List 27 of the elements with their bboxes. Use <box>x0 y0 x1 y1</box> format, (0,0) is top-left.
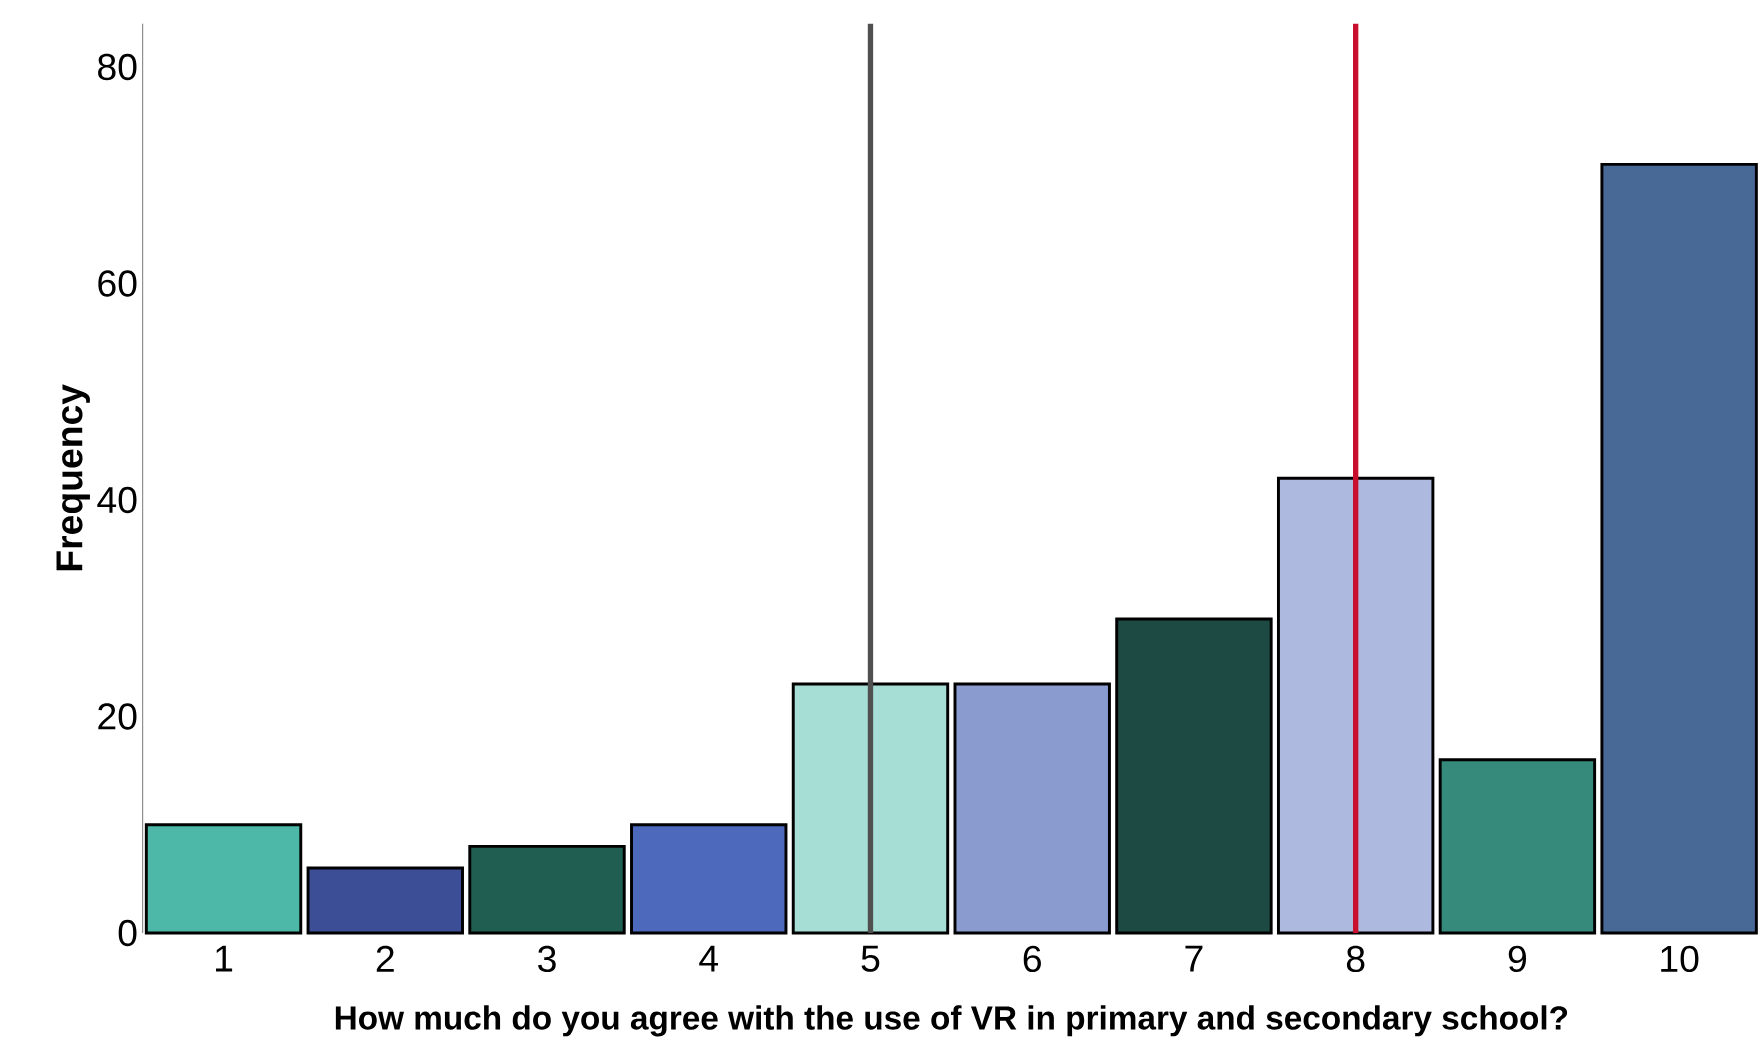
y-tick-label: 0 <box>118 919 137 947</box>
y-tick-label: 60 <box>98 270 137 297</box>
bar <box>144 823 303 935</box>
x-tick-label: 8 <box>1346 945 1365 973</box>
y-axis-title: Frequency <box>56 384 90 571</box>
y-tick-label: 20 <box>98 703 137 730</box>
x-tick-label: 1 <box>216 945 233 972</box>
x-tick-label: 10 <box>1661 945 1699 973</box>
x-axis-title: How much do you agree with the use of VR in primary and secondary school? <box>335 1005 1568 1037</box>
x-tick-label: 2 <box>376 945 394 972</box>
bar <box>468 844 626 935</box>
y-tick-label: 80 <box>98 53 137 81</box>
bar <box>1115 617 1273 935</box>
x-tick-label: 4 <box>699 945 719 972</box>
bar <box>306 866 464 935</box>
bar <box>1438 758 1597 935</box>
bar <box>791 682 950 935</box>
bar <box>1276 476 1435 935</box>
bar <box>953 682 1111 935</box>
x-tick-label: 9 <box>1508 945 1527 973</box>
x-tick-label: 3 <box>538 945 556 973</box>
bar <box>630 823 788 935</box>
x-tick-label: 6 <box>1023 945 1041 973</box>
bar <box>1600 162 1758 935</box>
x-tick-label: 7 <box>1185 945 1203 972</box>
x-tick-label: 5 <box>861 945 880 972</box>
y-tick-label: 40 <box>97 486 137 514</box>
